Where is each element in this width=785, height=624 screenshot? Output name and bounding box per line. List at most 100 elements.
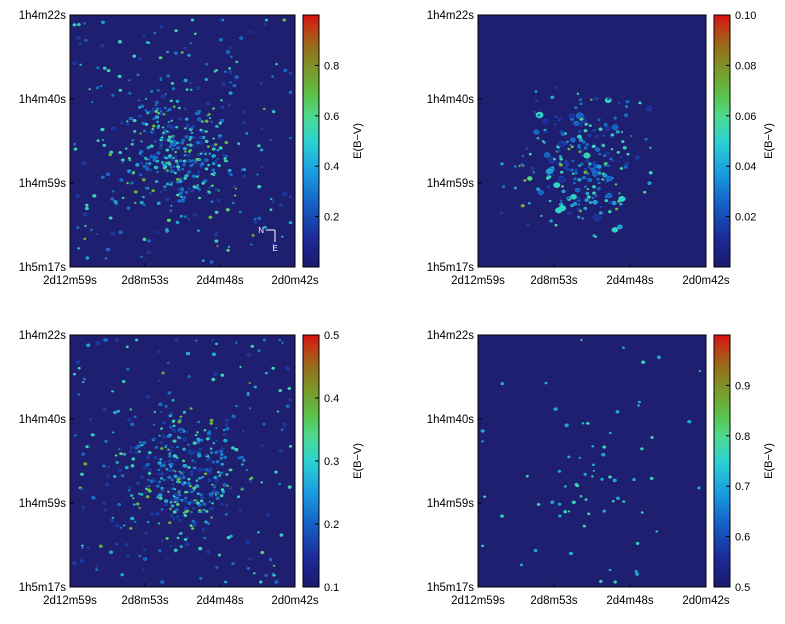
speckle bbox=[585, 191, 590, 196]
speckle bbox=[188, 138, 192, 141]
speckle bbox=[288, 195, 293, 199]
speckle bbox=[610, 133, 615, 137]
speckle bbox=[604, 199, 609, 203]
plot-area bbox=[478, 15, 706, 267]
speckle bbox=[85, 445, 89, 449]
colorbar-tick-label: 0.6 bbox=[735, 532, 750, 544]
colorbar-tick-label: 0.2 bbox=[324, 519, 339, 531]
speckle bbox=[220, 118, 225, 123]
speckle bbox=[221, 490, 225, 494]
speckle bbox=[111, 94, 115, 97]
speckle bbox=[597, 165, 602, 169]
speckle bbox=[584, 498, 588, 501]
speckle bbox=[92, 194, 97, 198]
speckle bbox=[135, 163, 140, 167]
speckle bbox=[171, 487, 175, 491]
speckle bbox=[178, 117, 183, 121]
speckle bbox=[121, 474, 125, 478]
speckle bbox=[130, 516, 135, 521]
speckle bbox=[162, 435, 166, 439]
speckle bbox=[229, 46, 232, 50]
speckle bbox=[281, 341, 284, 344]
speckle bbox=[649, 146, 652, 149]
speckle bbox=[184, 496, 188, 500]
speckle bbox=[583, 170, 588, 175]
speckle bbox=[132, 54, 137, 58]
speckle bbox=[234, 447, 239, 452]
speckle bbox=[189, 524, 193, 528]
speckle bbox=[212, 460, 215, 464]
speckle bbox=[133, 415, 137, 418]
y-tick-label: 1h4m40s bbox=[427, 414, 475, 426]
speckle bbox=[272, 564, 276, 567]
speckle bbox=[602, 509, 607, 513]
speckle bbox=[167, 361, 170, 364]
speckle bbox=[167, 135, 172, 139]
speckle bbox=[225, 160, 229, 163]
speckle bbox=[157, 522, 161, 525]
speckle bbox=[145, 495, 150, 499]
speckle bbox=[80, 472, 84, 476]
speckle bbox=[143, 129, 147, 133]
speckle bbox=[231, 414, 236, 419]
y-tick-label: 1h4m59s bbox=[427, 178, 475, 190]
speckle bbox=[137, 492, 141, 495]
speckle bbox=[566, 196, 571, 200]
x-tick-label: 2d12m59s bbox=[451, 275, 505, 287]
speckle bbox=[580, 154, 583, 157]
speckle bbox=[147, 158, 151, 161]
speckle bbox=[163, 479, 166, 482]
speckle bbox=[91, 101, 94, 104]
speckle bbox=[119, 526, 123, 529]
speckle bbox=[134, 338, 139, 342]
speckle bbox=[613, 116, 617, 120]
speckle bbox=[170, 181, 174, 184]
speckle bbox=[160, 410, 163, 414]
speckle bbox=[568, 113, 576, 119]
speckle bbox=[577, 203, 581, 206]
speckle bbox=[592, 191, 596, 195]
speckle bbox=[224, 140, 229, 145]
speckle bbox=[167, 467, 171, 471]
speckle bbox=[567, 455, 571, 459]
speckle bbox=[233, 194, 237, 197]
speckle bbox=[161, 371, 165, 375]
speckle bbox=[550, 95, 555, 99]
speckle bbox=[164, 138, 168, 142]
speckle bbox=[205, 63, 208, 66]
speckle bbox=[125, 122, 129, 126]
speckle bbox=[139, 492, 144, 496]
speckle bbox=[200, 120, 204, 123]
speckle bbox=[95, 568, 99, 571]
colorbar-tick-label: 0.10 bbox=[735, 10, 756, 22]
speckle bbox=[164, 503, 168, 507]
heatmap-panel-1: 2d12m59s 2d8m53s 2d4m48s 2d0m42s 1h4m22s 1h4m… bbox=[19, 10, 364, 287]
speckle bbox=[138, 554, 142, 558]
speckle bbox=[604, 161, 608, 165]
speckle bbox=[583, 167, 588, 171]
colorbar-tick-label: 0.2 bbox=[324, 212, 339, 224]
speckle bbox=[605, 151, 610, 155]
speckle bbox=[245, 540, 250, 544]
speckle bbox=[81, 381, 85, 384]
speckle bbox=[240, 168, 244, 171]
speckle bbox=[226, 484, 230, 487]
speckle bbox=[213, 160, 218, 164]
speckle bbox=[164, 165, 168, 168]
speckle bbox=[227, 168, 232, 172]
speckle bbox=[187, 375, 191, 378]
speckle bbox=[554, 123, 557, 126]
speckle bbox=[147, 451, 152, 455]
speckle bbox=[219, 99, 223, 102]
speckle bbox=[577, 178, 582, 182]
speckle bbox=[214, 69, 219, 72]
speckle bbox=[211, 147, 216, 151]
speckle bbox=[150, 512, 154, 516]
speckle bbox=[170, 158, 175, 162]
speckle bbox=[142, 164, 147, 168]
speckle bbox=[176, 536, 180, 540]
colorbar-tick-label: 0.8 bbox=[324, 60, 339, 72]
speckle bbox=[591, 168, 597, 173]
speckle bbox=[154, 101, 159, 104]
speckle bbox=[142, 557, 148, 561]
